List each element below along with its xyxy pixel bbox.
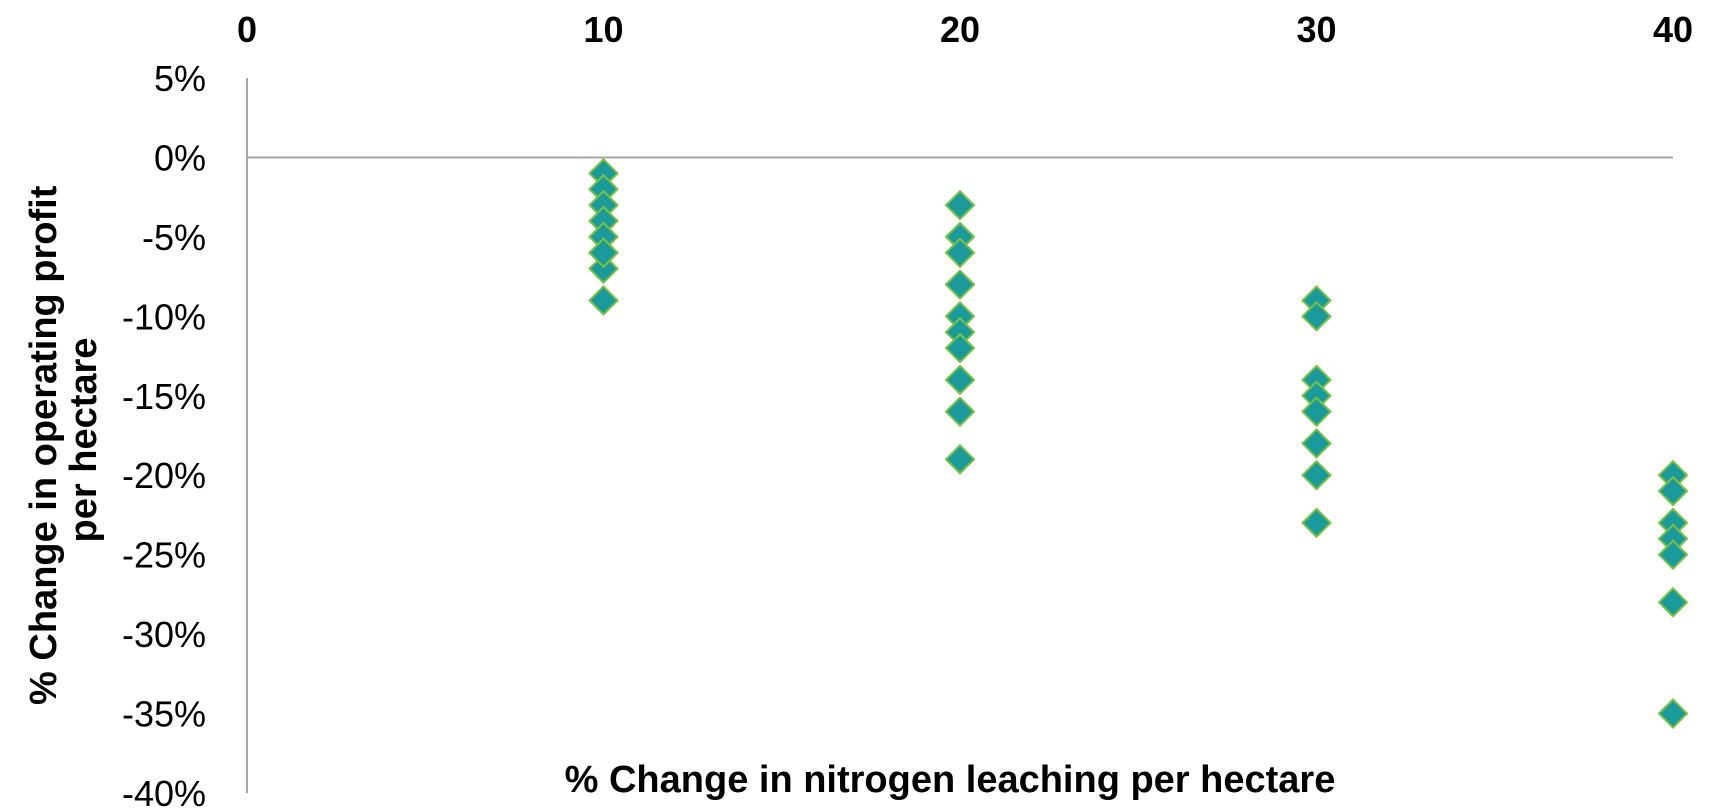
- x-tick-label: 40: [1653, 9, 1693, 50]
- x-tick-label: 10: [583, 9, 623, 50]
- data-point: [588, 237, 619, 269]
- x-tick-label: 20: [940, 9, 980, 50]
- x-tick-label: 30: [1296, 9, 1336, 50]
- y-axis-title-line-2: per hectare: [63, 338, 105, 543]
- data-point: [944, 237, 976, 269]
- data-point: [1657, 539, 1689, 571]
- data-point: [944, 189, 976, 221]
- data-point: [588, 253, 619, 285]
- data-point: [944, 332, 976, 364]
- y-tick-label: -10%: [122, 296, 206, 337]
- data-point: [1301, 396, 1332, 428]
- data-point: [588, 285, 619, 316]
- x-axis-title: % Change in nitrogen leaching per hectar…: [565, 759, 1336, 801]
- data-points: [588, 157, 1689, 729]
- y-tick-label: 5%: [154, 58, 206, 99]
- axes: [246, 78, 1673, 793]
- data-point: [1301, 428, 1332, 459]
- data-point: [944, 443, 976, 475]
- x-tick-label: 0: [237, 9, 257, 50]
- y-axis-title: % Change in operating profit per hectare: [23, 175, 105, 705]
- y-tick-label: -30%: [122, 614, 206, 655]
- y-tick-label: -20%: [122, 455, 206, 496]
- y-tick-label: 0%: [154, 137, 206, 178]
- x-tick-labels: 0 10 20 30 40: [237, 9, 1693, 50]
- data-point: [1657, 586, 1689, 618]
- data-point: [944, 269, 976, 300]
- data-point: [944, 364, 976, 396]
- data-point: [1657, 698, 1689, 729]
- y-tick-label: -25%: [122, 535, 206, 576]
- y-tick-label: -35%: [122, 694, 206, 735]
- data-point: [944, 396, 976, 428]
- data-point: [1301, 459, 1332, 491]
- y-axis-title-line-1: % Change in operating profit: [23, 185, 65, 705]
- data-point: [1301, 300, 1332, 332]
- axis-titles: % Change in nitrogen leaching per hectar…: [23, 175, 1336, 801]
- data-point: [1301, 507, 1332, 539]
- y-tick-label: -5%: [142, 217, 206, 258]
- y-tick-label: -15%: [122, 376, 206, 417]
- y-tick-labels: 5% 0% -5% -10% -15% -20% -25% -30% -35% -40%: [122, 58, 206, 812]
- data-point: [1657, 475, 1689, 507]
- y-tick-label: -40%: [122, 773, 206, 812]
